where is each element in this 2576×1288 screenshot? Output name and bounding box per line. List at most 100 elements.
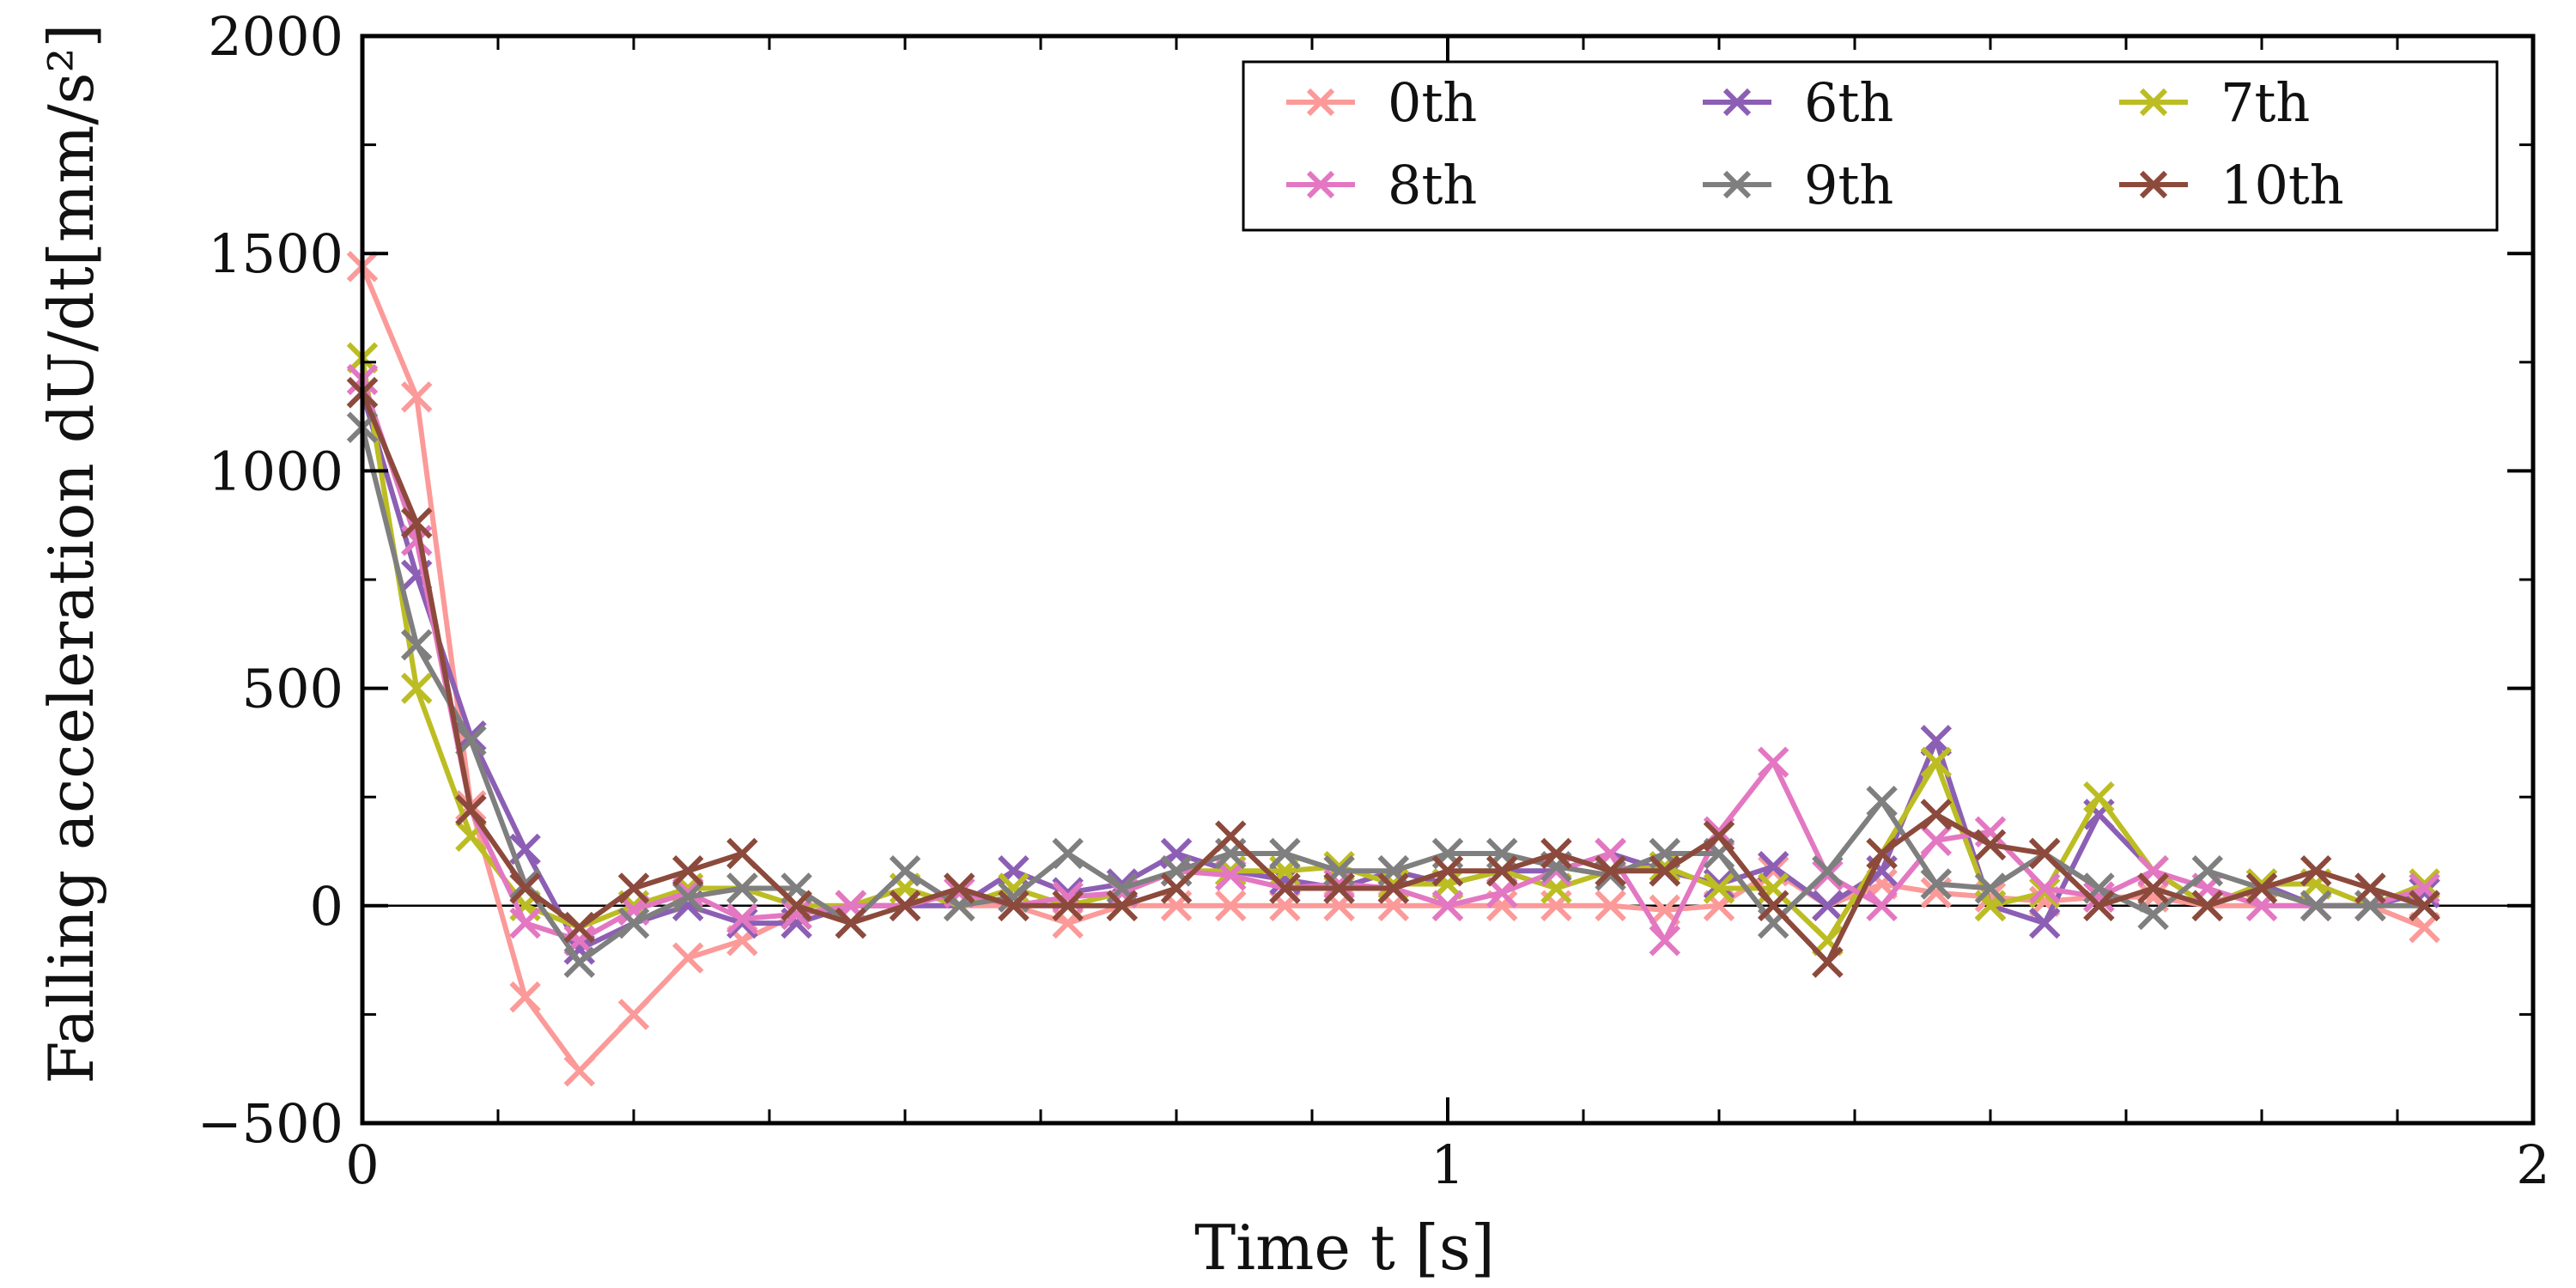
data-point-10th-30	[1974, 829, 2007, 861]
data-point-8th-29	[1920, 824, 1953, 857]
data-point-10th-6	[671, 855, 704, 887]
legend-label: 10th	[2221, 154, 2344, 216]
data-point-0th-1	[400, 381, 433, 413]
data-point-10th-27	[1812, 946, 1844, 978]
data-point-10th-12	[998, 890, 1030, 922]
y-tick-label: 1500	[208, 222, 343, 285]
data-point-10th-24	[1649, 855, 1681, 887]
y-tick-label: 2000	[208, 5, 343, 68]
data-point-10th-37	[2354, 872, 2386, 904]
data-point-8th-31	[2028, 872, 2061, 904]
data-point-10th-34	[2191, 890, 2224, 922]
data-point-10th-14	[1106, 890, 1139, 922]
series-10th	[346, 377, 2440, 978]
data-point-8th-27	[1812, 860, 1844, 891]
legend-box	[1242, 60, 2499, 232]
data-point-9th-30	[1974, 872, 2007, 904]
data-point-10th-32	[2083, 890, 2115, 922]
data-point-9th-13	[1052, 837, 1084, 870]
data-point-10th-25	[1703, 820, 1735, 853]
data-point-8th-7	[726, 902, 758, 935]
data-point-9th-1	[400, 629, 433, 661]
data-point-10th-16	[1214, 820, 1247, 853]
legend-label: 9th	[1804, 154, 1893, 216]
y-tick-label: 500	[242, 658, 343, 720]
data-point-10th-21	[1485, 855, 1518, 887]
data-point-9th-7	[726, 872, 758, 904]
data-point-9th-28	[1866, 786, 1898, 817]
legend-item-9th: 9th	[1703, 154, 1893, 216]
y-tick-label: 1000	[208, 440, 343, 502]
data-point-10th-10	[889, 890, 921, 922]
data-point-10th-8	[781, 890, 812, 922]
data-point-7th-31	[2028, 877, 2061, 908]
data-point-10th-1	[400, 507, 433, 539]
series-line-10th	[360, 392, 2426, 965]
y-tick-label: 0	[310, 875, 343, 938]
data-point-8th-26	[1757, 746, 1789, 778]
data-point-10th-9	[835, 907, 867, 939]
data-point-0th-23	[1595, 890, 1626, 922]
data-point-9th-10	[889, 855, 921, 887]
data-point-8th-21	[1485, 877, 1518, 908]
data-point-10th-28	[1866, 837, 1898, 870]
data-point-8th-20	[1431, 890, 1464, 922]
data-point-10th-23	[1595, 855, 1626, 887]
data-point-10th-26	[1757, 890, 1789, 922]
legend-swatch-marker	[1306, 88, 1335, 117]
data-point-10th-20	[1431, 855, 1464, 887]
data-point-6th-29	[1920, 725, 1953, 756]
legend-item-6th: 6th	[1703, 71, 1893, 134]
legend-swatch-marker	[2139, 170, 2168, 199]
series-7th	[346, 342, 2440, 957]
data-point-10th-11	[943, 872, 975, 904]
legend-label: 8th	[1388, 154, 1477, 216]
data-point-10th-36	[2300, 855, 2332, 887]
series-line-8th	[360, 379, 2426, 944]
series-8th	[346, 363, 2440, 957]
data-point-6th-25	[1703, 868, 1735, 900]
data-point-8th-28	[1866, 890, 1898, 922]
data-point-8th-24	[1649, 925, 1681, 957]
data-point-10th-33	[2137, 872, 2169, 904]
series-line-0th	[360, 265, 2426, 1074]
y-tick-label: −500	[197, 1092, 343, 1155]
data-point-7th-32	[2083, 781, 2115, 813]
data-point-0th-6	[671, 942, 704, 974]
data-point-9th-17	[1269, 837, 1301, 870]
data-point-10th-35	[2245, 872, 2278, 904]
legend-label: 7th	[2221, 71, 2310, 134]
data-point-0th-4	[563, 1054, 596, 1087]
legend-label: 6th	[1804, 71, 1893, 134]
data-point-6th-31	[2028, 907, 2061, 939]
data-point-9th-29	[1920, 868, 1953, 900]
data-point-8th-3	[509, 907, 541, 939]
series-line-7th	[360, 357, 2426, 944]
data-point-10th-38	[2409, 890, 2440, 922]
data-point-9th-27	[1812, 855, 1844, 887]
data-point-10th-7	[726, 837, 758, 870]
legend-swatch-marker	[1722, 170, 1752, 199]
data-point-10th-19	[1377, 872, 1410, 904]
data-point-10th-29	[1920, 799, 1953, 830]
x-tick-label: 0	[345, 1133, 379, 1196]
legend-label: 0th	[1388, 71, 1477, 134]
x-axis-title: Time t [s]	[1194, 1212, 1495, 1284]
data-point-10th-2	[455, 794, 487, 826]
legend-item-10th: 10th	[2119, 154, 2344, 216]
series-line-6th	[360, 392, 2426, 952]
data-point-9th-33	[2137, 898, 2169, 931]
y-axis-title: Falling acceleration dU/dt[mm/s²]	[35, 23, 107, 1084]
data-point-9th-5	[617, 907, 650, 939]
data-point-10th-15	[1160, 872, 1193, 904]
data-point-10th-18	[1323, 872, 1355, 904]
data-point-9th-36	[2300, 890, 2332, 922]
data-point-9th-6	[671, 881, 704, 913]
legend-swatch-marker	[2139, 88, 2168, 117]
legend-swatch-marker	[1722, 88, 1752, 117]
data-point-10th-4	[563, 911, 596, 944]
data-point-0th-38	[2409, 911, 2440, 944]
x-tick-label: 1	[1431, 1133, 1464, 1196]
